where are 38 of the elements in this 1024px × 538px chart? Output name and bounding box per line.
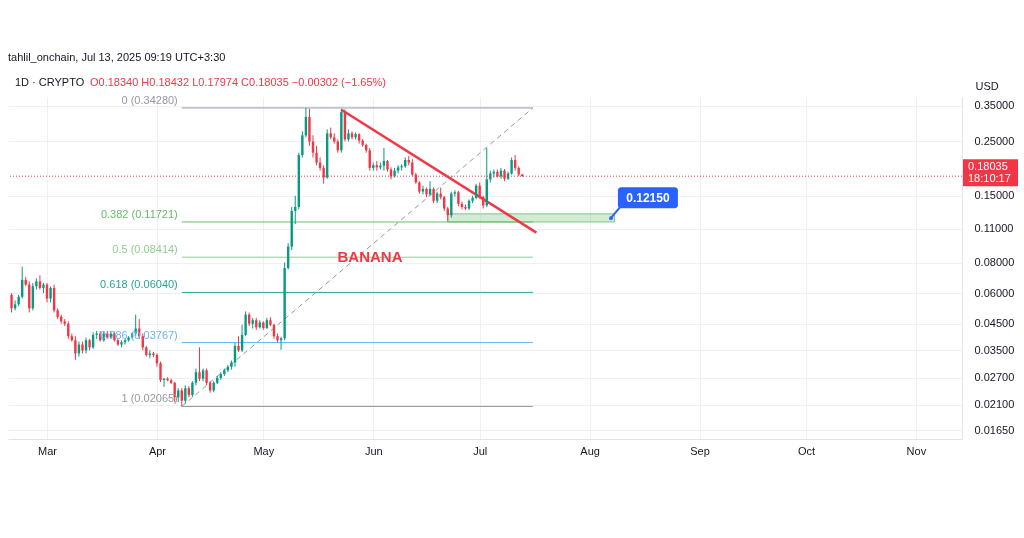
y-tick-label: 0.15000 (974, 189, 1015, 202)
x-tick-label: Apr (148, 444, 167, 457)
x-tick-label: May (253, 444, 275, 457)
x-tick-label: Oct (797, 444, 816, 457)
x-tick-label: Mar (38, 444, 58, 457)
candlestick (74, 335, 77, 361)
y-tick-label: 0.02100 (974, 398, 1015, 411)
candlestick (450, 191, 453, 219)
series-label: 0.5 (0.08414) (112, 243, 178, 256)
annotation: 0.12150 (626, 191, 670, 206)
candlestick (421, 185, 425, 195)
candlestick (396, 164, 400, 174)
y-tick-label: 0.06000 (974, 286, 1015, 299)
y-tick-label: 0.02700 (974, 371, 1015, 384)
annotation: BANANA (337, 248, 403, 265)
x-tick-label: Nov (906, 444, 927, 457)
y-axis-title: USD (975, 79, 999, 92)
text: tahlil_onchain, Jul 13, 2025 09:19 UTC+3:30 (8, 51, 226, 63)
y-tick-label: 0.04500 (974, 317, 1015, 330)
chart-subtitle: O0.18340 H0.18432 L0.17974 C0.18035 −0.00302 (−1.65%) (90, 76, 387, 88)
y-tick-label: 0.11000 (974, 222, 1014, 235)
y-tick-label: 0.03500 (974, 343, 1015, 356)
y-tick-label: 0.25000 (974, 134, 1015, 147)
x-tick-label: Jun (364, 444, 383, 457)
x-tick-label: Jul (473, 444, 488, 457)
series-label: 0.382 (0.11721) (100, 207, 178, 220)
series-label: 0 (0.34280) (121, 93, 178, 106)
candlestick (184, 384, 187, 405)
x-tick-label: Aug (580, 444, 600, 457)
y-tick-label: 0.35000 (974, 99, 1015, 112)
chart-title: 1D · CRYPTO (15, 76, 85, 88)
series-label: 0.618 (0.06040) (100, 278, 178, 291)
candlestick (198, 346, 201, 382)
y-tick-label: 0.08000 (974, 256, 1015, 269)
candlestick (10, 292, 13, 313)
ref-line-label: 0.18035 18:10:17 (968, 160, 1011, 185)
y-tick-label: 0.01650 (974, 423, 1015, 436)
x-tick-label: Sep (690, 444, 710, 457)
